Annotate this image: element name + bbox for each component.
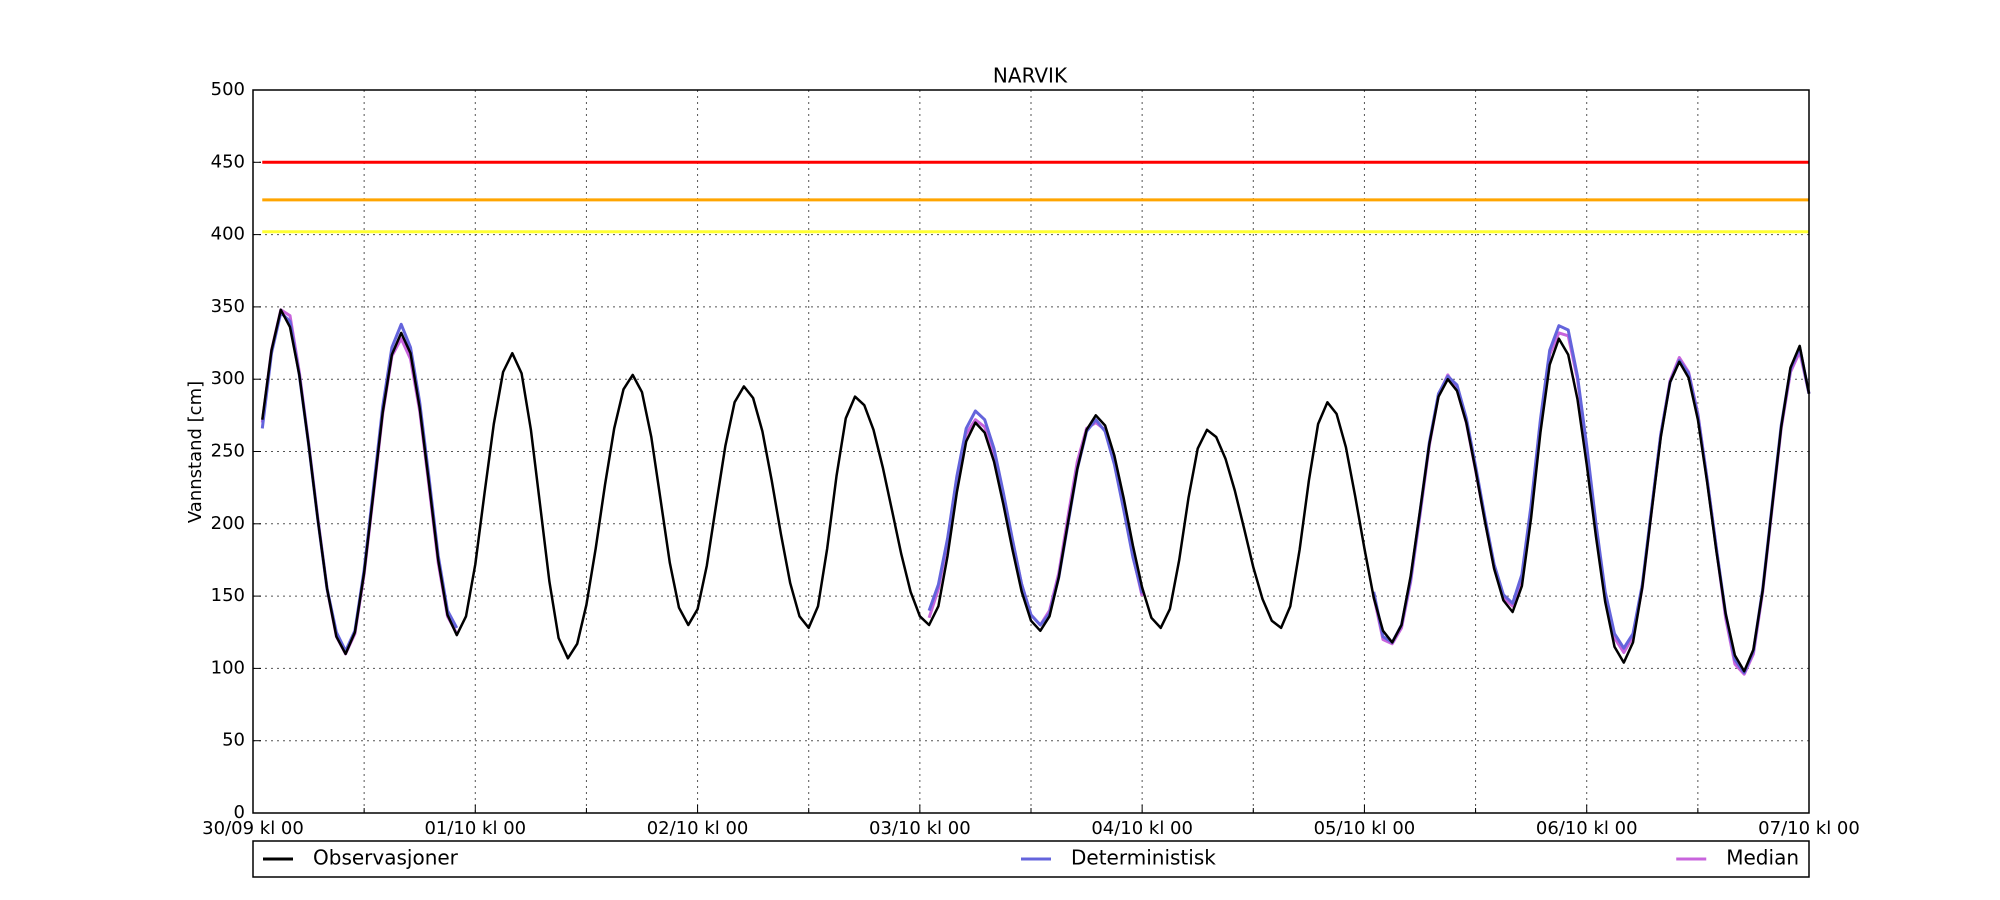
- x-tick-label: 30/09 kl 00: [202, 818, 304, 839]
- y-tick-label: 300: [211, 368, 245, 389]
- series-line: [261, 308, 1811, 673]
- y-tick-label: 150: [211, 585, 245, 606]
- plot-frame: [252, 89, 1810, 814]
- x-tick-label: 06/10 kl 00: [1536, 818, 1638, 839]
- x-tick-label: 03/10 kl 00: [869, 818, 971, 839]
- x-tick-label: 02/10 kl 00: [647, 818, 749, 839]
- y-tick-label: 0: [234, 802, 245, 823]
- y-tick-label: 400: [211, 224, 245, 245]
- y-tick-label: 500: [211, 79, 245, 100]
- y-tick-label: 100: [211, 657, 245, 678]
- y-tick-label: 250: [211, 441, 245, 462]
- chart-title: NARVIK: [993, 64, 1068, 88]
- legend-label: Observasjoner: [313, 846, 459, 870]
- x-tick-label: 01/10 kl 00: [424, 818, 526, 839]
- y-axis-label: Vannstand [cm]: [185, 381, 206, 523]
- x-tick-label: 05/10 kl 00: [1314, 818, 1416, 839]
- y-tick-label: 450: [211, 151, 245, 172]
- y-tick-label: 350: [211, 296, 245, 317]
- x-tick-label: 04/10 kl 00: [1091, 818, 1193, 839]
- x-tick-label: 07/10 kl 00: [1758, 818, 1860, 839]
- legend-label: Deterministisk: [1071, 846, 1216, 870]
- y-tick-label: 50: [222, 730, 245, 751]
- legend-label: Median: [1726, 846, 1799, 870]
- y-tick-label: 200: [211, 513, 245, 534]
